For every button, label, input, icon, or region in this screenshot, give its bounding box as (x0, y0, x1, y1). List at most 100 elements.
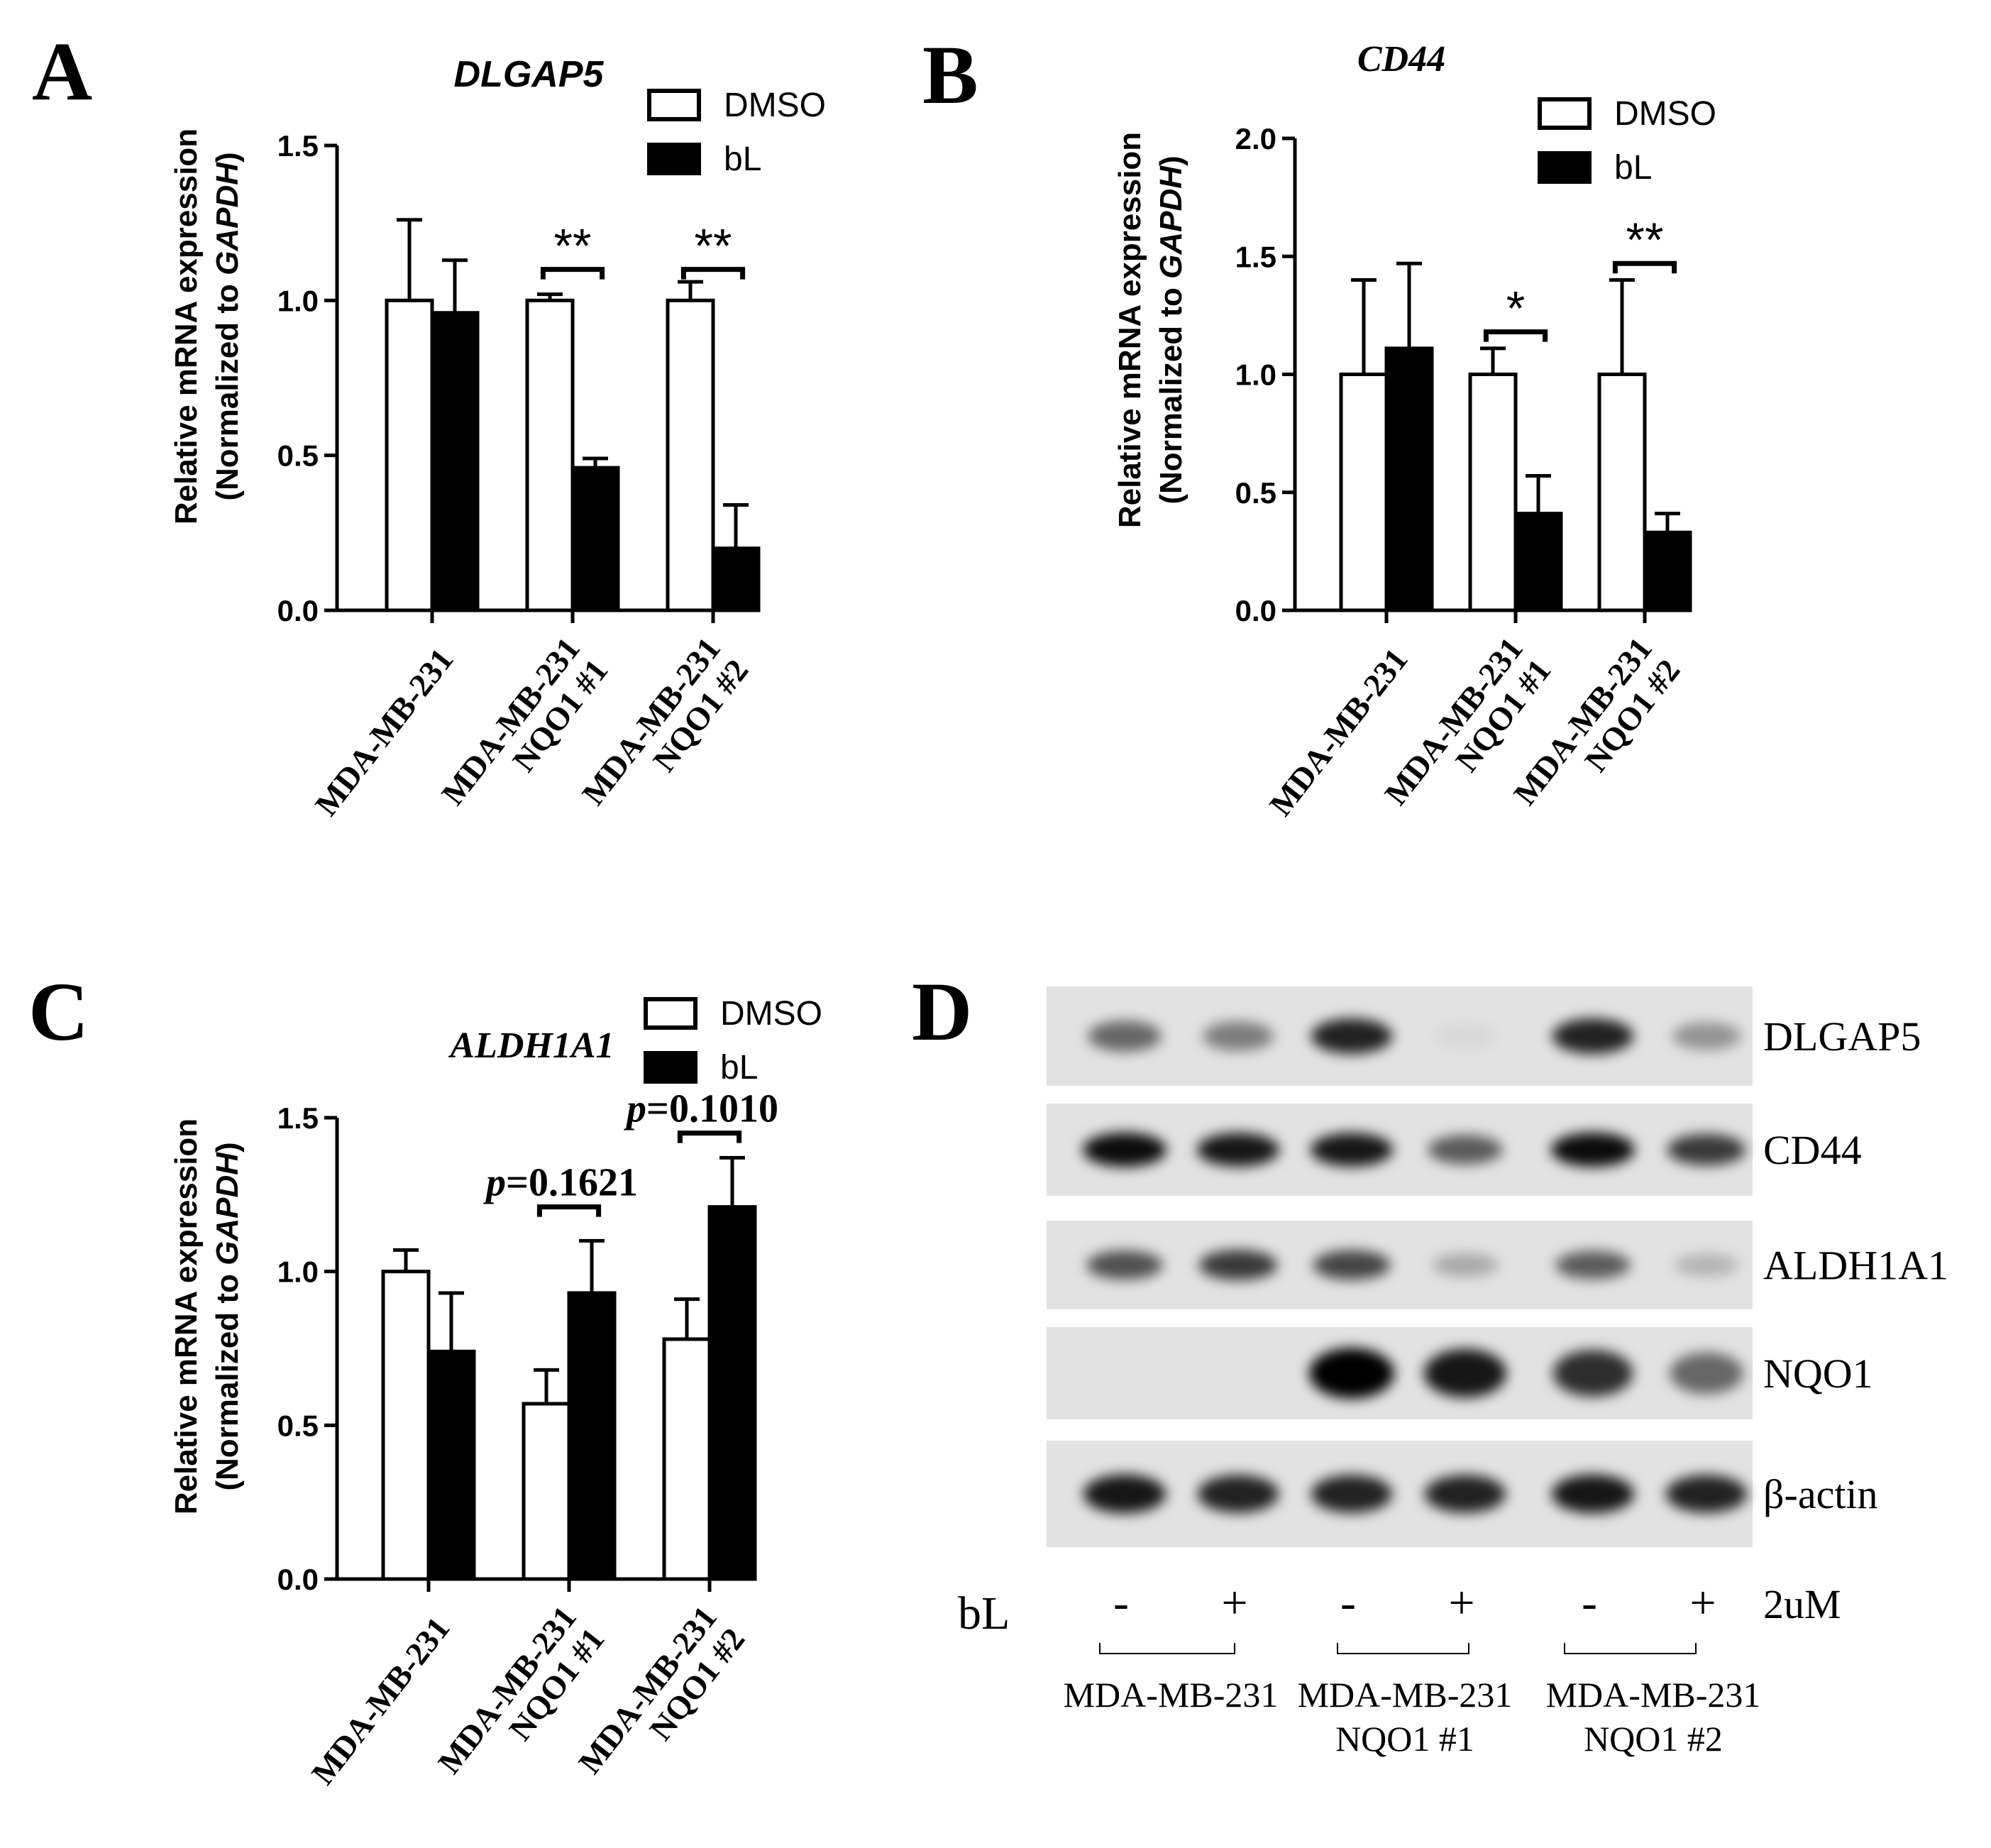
dose-label: 2uM (1763, 1581, 1841, 1627)
band-label: DLGAP5 (1763, 1013, 1921, 1060)
x-tick-label: MDA-MB-231 (304, 1610, 457, 1791)
y-axis-label-line2: (Normalized to GAPDH) (210, 1142, 245, 1490)
blot-band (1311, 1018, 1393, 1055)
band-label: β-actin (1763, 1471, 1878, 1517)
legend-swatch-dmso (644, 997, 697, 1030)
legend-swatch-bl (644, 1051, 697, 1084)
bar-dmso (1468, 373, 1518, 612)
panel-A: A DLGAP5 Relative mRNA expression (Normaliz… (32, 25, 826, 823)
x-tick-label-line: MDA-MB-231 (304, 1610, 457, 1791)
y-axis-label-line2: (Normalized to GAPDH) (1154, 155, 1188, 504)
blot-band (1432, 1253, 1499, 1277)
blot-band (1670, 1352, 1743, 1395)
legend-swatch-dmso (647, 89, 701, 121)
treatment-label: bL (958, 1588, 1010, 1639)
blot-band (1667, 1133, 1746, 1166)
bar-bl (426, 1349, 476, 1581)
significance-stars: ** (695, 219, 732, 273)
y-tick-label: 1.5 (277, 129, 319, 163)
bar-bl (1513, 512, 1563, 612)
blot-band (1552, 1350, 1633, 1397)
bar-dmso (666, 298, 715, 612)
bar-dmso (522, 1402, 571, 1581)
significance-bracket (540, 267, 605, 280)
legend-label-dmso: DMSO (1614, 95, 1716, 133)
group-bracket (1337, 1643, 1469, 1654)
blot-strip (1047, 1327, 1753, 1419)
group-label: NQO1 #2 (1584, 1719, 1723, 1759)
legend-label-bl: bL (720, 1049, 758, 1087)
y-tick-label: 0.5 (1235, 476, 1276, 510)
y-axis-label: Relative mRNA expression (Normalized to G… (1113, 132, 1188, 528)
significance-stars: ** (554, 219, 592, 273)
band-label: CD44 (1763, 1127, 1862, 1173)
y-tick-label: 0.0 (1235, 594, 1276, 627)
significance-stars: * (1506, 282, 1525, 336)
y-axis-label: Relative mRNA expression (Normalized to G… (169, 1118, 245, 1514)
legend-label-dmso: DMSO (720, 995, 822, 1033)
blot-band (1196, 1133, 1280, 1167)
blot-band (1665, 1475, 1748, 1513)
p-value-label: p=0.1621 (483, 1161, 638, 1205)
bar-bl (567, 1291, 617, 1581)
panel-D: D DLGAP5 CD44 ALDH1A1 NQO1 β-actin bL - + - + - +2uM… (912, 965, 1948, 1759)
blot-band (1428, 1135, 1503, 1165)
legend-swatch-bl (1538, 151, 1592, 184)
legend-label-bl: bL (724, 141, 761, 178)
bar-dmso (662, 1337, 712, 1581)
group-bracket (1099, 1643, 1235, 1654)
y-tick-label: 1.0 (277, 284, 319, 317)
legend-swatch-dmso (1538, 97, 1592, 130)
legend-swatch-bl (647, 143, 701, 175)
band-label: ALDH1A1 (1763, 1243, 1948, 1289)
lane-sign: - (1340, 1577, 1356, 1629)
y-tick-label: 2.0 (1235, 122, 1276, 155)
y-tick-label: 0.5 (277, 439, 319, 473)
legend-label-bl: bL (1614, 149, 1652, 187)
significance-bracket (536, 1204, 602, 1217)
panel-C: C ALDH1A1 Relative mRNA expression (Normali… (28, 965, 822, 1791)
bar-dmso (525, 298, 575, 612)
group-label: MDA-MB-231 (1064, 1675, 1279, 1715)
blot-band (1083, 1474, 1167, 1514)
bar-dmso (385, 298, 434, 612)
x-tick-label: MDA-MB-231 (308, 642, 460, 823)
blot-band (1086, 1250, 1163, 1280)
y-axis-label-line1: Relative mRNA expression (1113, 132, 1147, 528)
blot-band (1311, 1475, 1393, 1513)
blot-band (1313, 1250, 1391, 1280)
bar-bl (430, 311, 480, 612)
y-tick-label: 1.0 (277, 1255, 319, 1289)
blot-band (1424, 1475, 1506, 1513)
significance-bracket (1483, 329, 1548, 342)
panel-letter: B (922, 28, 978, 121)
y-tick-label: 1.5 (1235, 240, 1276, 273)
blot-band (1310, 1133, 1394, 1167)
blot-band (1555, 1250, 1631, 1280)
blot-band (1674, 1253, 1739, 1277)
y-axis-label-line1: Relative mRNA expression (169, 128, 204, 524)
group-label: MDA-MB-231 (1546, 1675, 1761, 1715)
lane-sign: - (1582, 1577, 1597, 1629)
blot-band (1435, 1024, 1496, 1048)
chart-title: ALDH1A1 (448, 1025, 614, 1066)
panel-letter: A (32, 25, 92, 118)
p-value-label: p=0.1010 (624, 1087, 778, 1131)
group-label: MDA-MB-231 (1298, 1675, 1513, 1715)
significance-stars: ** (1626, 213, 1664, 267)
y-tick-label: 1.0 (1235, 358, 1276, 392)
panel-letter: D (912, 965, 972, 1058)
blot-band (1551, 1474, 1635, 1514)
chart-title: DLGAP5 (454, 54, 605, 95)
lane-sign: + (1448, 1577, 1474, 1629)
significance-bracket (1612, 260, 1677, 274)
blot-strip (1047, 1221, 1753, 1309)
blot-band (1202, 1021, 1274, 1051)
y-tick-label: 1.5 (277, 1101, 319, 1135)
y-tick-label: 0.5 (277, 1409, 319, 1442)
bar-dmso (381, 1270, 431, 1581)
